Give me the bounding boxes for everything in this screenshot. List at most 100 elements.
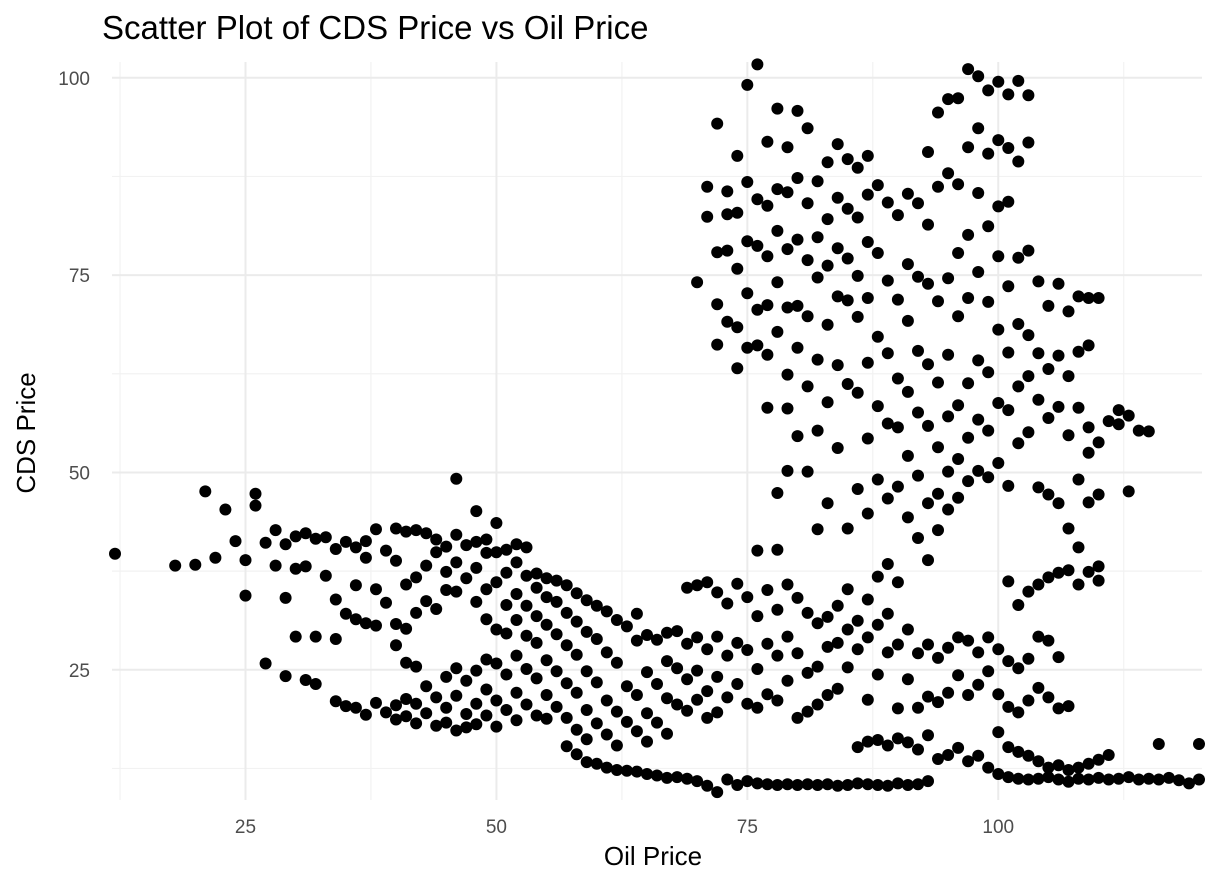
data-point (1032, 578, 1045, 591)
data-point (590, 757, 603, 770)
data-point (480, 653, 493, 666)
data-point (992, 726, 1005, 739)
data-point (1112, 772, 1125, 785)
data-point (520, 569, 533, 582)
data-point (1172, 774, 1185, 787)
data-point (440, 540, 453, 553)
data-point (731, 636, 744, 649)
data-point (500, 566, 513, 579)
data-point (681, 704, 694, 717)
data-point (390, 713, 402, 726)
data-point (480, 583, 493, 596)
data-point (1012, 74, 1025, 87)
data-point (590, 599, 603, 612)
data-point (821, 318, 834, 331)
data-point (600, 646, 613, 659)
data-point (1072, 578, 1085, 591)
data-point (1052, 277, 1065, 290)
data-point (681, 673, 694, 686)
data-point (390, 522, 402, 535)
data-point (791, 233, 804, 246)
data-point (681, 637, 694, 650)
data-point (560, 711, 573, 724)
data-point (831, 682, 844, 695)
data-point (841, 661, 854, 674)
data-point (992, 250, 1005, 263)
data-point (781, 368, 794, 381)
data-point (751, 303, 764, 316)
data-point (801, 705, 814, 718)
data-point (450, 662, 463, 675)
data-point (711, 586, 724, 599)
data-point (771, 102, 784, 115)
data-point (962, 475, 975, 488)
data-point (942, 749, 955, 761)
data-point (962, 63, 975, 76)
data-point (400, 578, 413, 591)
data-point (109, 547, 121, 560)
data-point (912, 197, 924, 210)
data-point (580, 625, 593, 638)
data-point (1002, 479, 1015, 492)
data-point (841, 153, 854, 166)
data-point (1072, 345, 1085, 358)
data-point (329, 593, 342, 606)
data-point (912, 701, 924, 714)
data-point (821, 497, 834, 510)
data-point (470, 697, 483, 710)
y-tick-label: 50 (69, 463, 90, 484)
data-point (610, 705, 623, 718)
data-point (891, 777, 904, 790)
data-point (610, 764, 623, 776)
data-point (881, 739, 894, 752)
data-point (510, 649, 523, 662)
data-point (430, 603, 443, 615)
data-point (771, 603, 784, 616)
data-point (590, 676, 603, 689)
data-point (430, 691, 443, 704)
data-point (721, 315, 734, 328)
chart-title: Scatter Plot of CDS Price vs Oil Price (102, 9, 648, 46)
data-point (731, 577, 744, 590)
data-point (771, 276, 784, 289)
data-point (450, 585, 463, 598)
data-point (891, 732, 904, 745)
data-point (1002, 346, 1015, 359)
data-point (661, 655, 673, 668)
data-point (490, 694, 503, 707)
data-point (349, 613, 362, 626)
data-point (861, 693, 874, 706)
data-point (1082, 773, 1095, 786)
data-point (1102, 749, 1115, 761)
data-point (871, 668, 884, 681)
data-point (1022, 773, 1035, 786)
data-point (1052, 497, 1065, 510)
data-point (641, 666, 653, 679)
data-point (1022, 329, 1035, 342)
data-point (1022, 370, 1035, 383)
data-point (861, 149, 874, 162)
data-point (701, 210, 714, 223)
data-point (1022, 652, 1035, 665)
data-point (851, 269, 864, 282)
data-point (580, 704, 593, 716)
data-point (1072, 772, 1085, 785)
data-point (600, 728, 613, 741)
data-point (610, 614, 623, 626)
data-point (1042, 761, 1055, 774)
data-point (520, 663, 533, 675)
data-point (992, 200, 1005, 213)
data-point (1052, 759, 1065, 772)
data-point (681, 772, 694, 785)
data-point (741, 697, 754, 710)
data-point (550, 628, 563, 641)
data-point (992, 134, 1005, 147)
data-point (681, 581, 694, 594)
data-point (761, 584, 774, 596)
data-point (891, 576, 904, 589)
data-point (901, 511, 914, 524)
data-point (600, 761, 613, 774)
data-point (430, 719, 443, 732)
data-point (400, 693, 413, 705)
data-point (470, 664, 483, 677)
